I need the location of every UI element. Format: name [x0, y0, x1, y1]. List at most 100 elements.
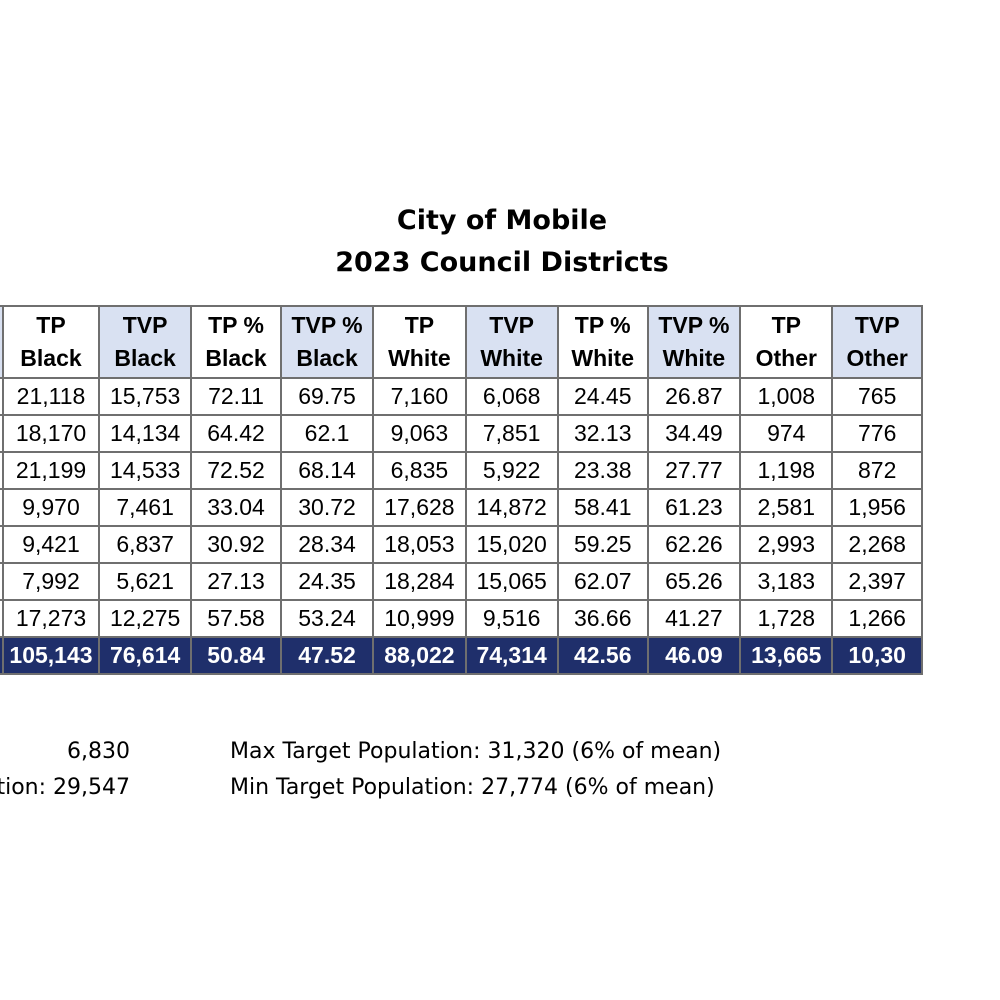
total-cell: 13,665: [739, 636, 834, 675]
table-cell: 6,837: [97, 525, 193, 564]
header-cell-tp-white: TP White: [372, 305, 467, 379]
table-cell: 1,266: [831, 599, 923, 638]
header-cell-tvp-other: TVP Other: [831, 305, 923, 379]
document-title: City of Mobile: [396, 205, 608, 236]
header-cell-district: [0, 305, 4, 379]
table-cell: 3: [0, 599, 4, 638]
header-cell-tvp-pct-black: TVP % Black: [279, 305, 375, 379]
table-cell: 34.49: [646, 414, 742, 453]
table-cell: 6,068: [464, 377, 559, 416]
table-row: 4 9,421 6,837 30.92 28.34 18,053 15,020 …: [0, 525, 923, 564]
header-cell-tp-pct-black: TP % Black: [190, 305, 282, 379]
table-cell: 7,992: [1, 562, 101, 601]
table-cell: 7: [0, 451, 4, 490]
table-cell: 1,728: [739, 599, 834, 638]
table-cell: 17,273: [1, 599, 101, 638]
total-cell: 88,022: [372, 636, 467, 675]
table-cell: 64.42: [190, 414, 282, 453]
table-cell: 59.25: [556, 525, 649, 564]
table-cell: 9,421: [1, 525, 101, 564]
table-cell: 62.26: [646, 525, 742, 564]
ideal-population-note: 6,830: [67, 739, 130, 764]
total-cell: 28: [0, 636, 4, 675]
total-cell: 46.09: [646, 636, 742, 675]
table-cell: 1,956: [831, 488, 923, 527]
table-cell: 30.72: [279, 488, 375, 527]
population-notes-left: 6,830 tion: 29,547: [0, 734, 130, 806]
table-cell: 18,284: [372, 562, 467, 601]
mean-population-note: tion: 29,547: [0, 775, 130, 800]
total-row: 28 105,143 76,614 50.84 47.52 88,022 74,…: [0, 636, 923, 675]
table-cell: 9,516: [464, 599, 559, 638]
table-cell: 6,835: [372, 451, 467, 490]
table-cell: 765: [831, 377, 923, 416]
table-cell: 69.75: [279, 377, 375, 416]
table-cell: 65.26: [646, 562, 742, 601]
title-block: City of Mobile 2023 Council Districts: [0, 200, 1000, 284]
table-cell: 15,065: [464, 562, 559, 601]
table-cell: 26.87: [646, 377, 742, 416]
table-cell: 7,160: [372, 377, 467, 416]
table-cell: 5,621: [97, 562, 193, 601]
table-cell: 62.1: [279, 414, 375, 453]
table-cell: 12,275: [97, 599, 193, 638]
table-cell: 1,008: [739, 377, 834, 416]
header-row: TP Black TVP Black TP % Black TVP % Blac…: [0, 305, 923, 379]
table-cell: 68.14: [279, 451, 375, 490]
table-cell: 61.23: [646, 488, 742, 527]
min-target-population-note: Min Target Population: 27,774 (6% of mea…: [230, 775, 715, 800]
table-cell: 18,170: [1, 414, 101, 453]
table-cell: 53.24: [279, 599, 375, 638]
table-cell: 15,020: [464, 525, 559, 564]
document-subtitle: 2023 Council Districts: [335, 247, 669, 278]
table-cell: 57.58: [190, 599, 282, 638]
table-cell: 33.04: [190, 488, 282, 527]
table-row: 1 18,170 14,134 64.42 62.1 9,063 7,851 3…: [0, 414, 923, 453]
table-cell: 62.07: [556, 562, 649, 601]
table-cell: 872: [831, 451, 923, 490]
table-cell: 974: [739, 414, 834, 453]
table-cell: 9: [0, 488, 4, 527]
table-cell: 2,581: [739, 488, 834, 527]
table-cell: 24.35: [279, 562, 375, 601]
table-cell: 2,397: [831, 562, 923, 601]
table-cell: 2,268: [831, 525, 923, 564]
table-cell: 41.27: [646, 599, 742, 638]
table-cell: 23.38: [556, 451, 649, 490]
table-cell: 36.66: [556, 599, 649, 638]
population-notes-right: Max Target Population: 31,320 (6% of mea…: [230, 734, 721, 806]
table-cell: 17,628: [372, 488, 467, 527]
total-cell: 47.52: [279, 636, 375, 675]
table-cell: 24.45: [556, 377, 649, 416]
districts-table: TP Black TVP Black TP % Black TVP % Blac…: [0, 305, 923, 675]
table-cell: 9,063: [372, 414, 467, 453]
max-target-population-note: Max Target Population: 31,320 (6% of mea…: [230, 739, 722, 764]
table-cell: 72.52: [190, 451, 282, 490]
table-cell: 14,872: [464, 488, 559, 527]
table-cell: 7,461: [97, 488, 193, 527]
total-cell: 76,614: [97, 636, 193, 675]
table-cell: 21,118: [1, 377, 101, 416]
table-cell: 1,198: [739, 451, 834, 490]
table-cell: 72.11: [190, 377, 282, 416]
table-cell: 1: [0, 414, 4, 453]
table-row: 7 21,199 14,533 72.52 68.14 6,835 5,922 …: [0, 451, 923, 490]
table-cell: 27.13: [190, 562, 282, 601]
header-cell-tp-other: TP Other: [739, 305, 834, 379]
total-cell: 42.56: [556, 636, 649, 675]
table-cell: 58.41: [556, 488, 649, 527]
table-cell: 2,993: [739, 525, 834, 564]
table-cell: 4: [0, 525, 4, 564]
total-cell: 50.84: [190, 636, 282, 675]
header-cell-tvp-black: TVP Black: [97, 305, 193, 379]
table-cell: 28.34: [279, 525, 375, 564]
total-cell: 74,314: [464, 636, 559, 675]
header-cell-tp-pct-white: TP % White: [556, 305, 649, 379]
table-cell: 6: [0, 377, 4, 416]
table-cell: 5,922: [464, 451, 559, 490]
table-cell: 30.92: [190, 525, 282, 564]
header-cell-tvp-white: TVP White: [464, 305, 559, 379]
table-cell: 14,134: [97, 414, 193, 453]
table-cell: 9,970: [1, 488, 101, 527]
